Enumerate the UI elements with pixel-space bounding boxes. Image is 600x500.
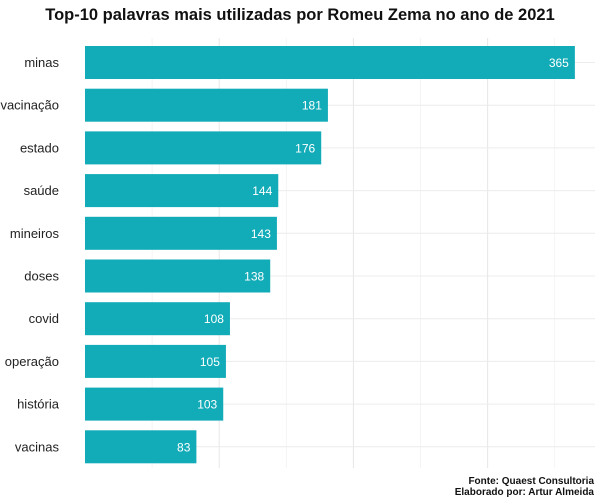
bar-mineiros	[85, 216, 277, 250]
value-label: 103	[197, 398, 217, 412]
value-label: 181	[302, 99, 322, 113]
bar-estado	[85, 131, 322, 165]
bar-doses	[85, 259, 271, 293]
value-label: 365	[549, 56, 569, 70]
bar-covid	[85, 302, 230, 336]
category-label: covid	[29, 311, 59, 326]
bar-vacinas	[85, 430, 197, 464]
value-labels: 365 181 176 144 143 138 108 105 103 83	[177, 56, 569, 454]
category-label: mineiros	[10, 226, 60, 241]
value-label: 138	[244, 270, 264, 284]
value-label: 143	[251, 227, 271, 241]
bar-minas	[85, 46, 575, 79]
category-label: história	[17, 397, 60, 412]
category-labels: minas vacinação estado saúde mineiros doses co…	[0, 55, 59, 454]
value-label: 108	[204, 312, 224, 326]
author-caption: Elaborado por: Artur Almeida	[454, 487, 594, 498]
value-label: 105	[200, 355, 220, 369]
category-label: vacinas	[15, 439, 60, 454]
value-label: 83	[177, 440, 191, 454]
category-label: minas	[24, 55, 59, 70]
bar-história	[85, 387, 224, 421]
category-label: doses	[24, 269, 59, 284]
category-label: estado	[20, 140, 59, 155]
bars	[85, 46, 575, 464]
category-label: saúde	[24, 183, 59, 198]
source-caption: Fonte: Quaest Consultoria	[468, 476, 594, 487]
chart-title: Top-10 palavras mais utilizadas por Rome…	[45, 6, 555, 24]
bar-vacinação	[85, 88, 328, 122]
value-label: 176	[295, 141, 315, 155]
category-label: vacinação	[0, 98, 59, 113]
value-label: 144	[252, 184, 272, 198]
bar-saúde	[85, 174, 279, 208]
bar-operação	[85, 344, 226, 378]
category-label: operação	[5, 354, 59, 369]
